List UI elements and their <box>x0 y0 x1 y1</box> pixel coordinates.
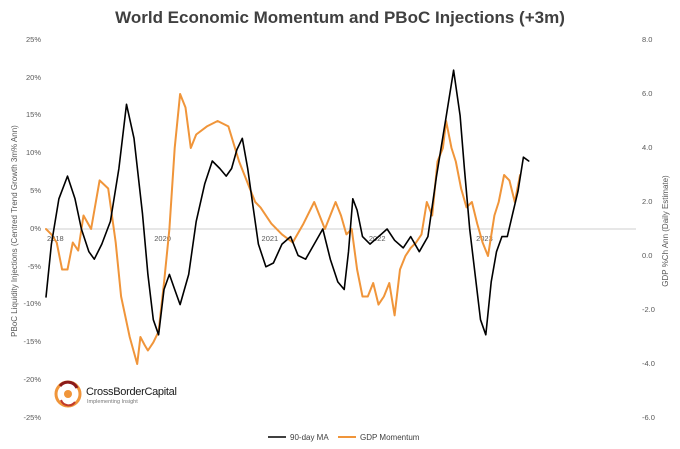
legend-label-gdp-momentum: GDP Momentum <box>360 433 420 442</box>
right-tick: 4.0 <box>642 143 652 152</box>
right-tick: 8.0 <box>642 35 652 44</box>
left-tick: -10% <box>23 299 41 308</box>
left-tick: -15% <box>23 337 41 346</box>
left-tick: 25% <box>26 35 41 44</box>
left-tick: 20% <box>26 73 41 82</box>
right-axis-title: GDP %Ch Ann (Daily Estimate) <box>661 175 670 287</box>
right-axis-ticks: 8.0 6.0 4.0 2.0 0.0 -2.0 -4.0 -6.0 <box>642 35 655 422</box>
brand-logo: CrossBorderCapital Implementing Insight <box>54 380 177 408</box>
series-line-gdp-momentum <box>45 93 522 365</box>
left-tick: 0% <box>30 224 41 233</box>
series-layer <box>45 69 530 365</box>
left-axis-ticks: 25% 20% 15% 10% 5% 0% -5% -10% -15% -20%… <box>23 35 41 422</box>
x-tick-label: 2018 <box>47 234 64 243</box>
brand-name: CrossBorderCapital <box>86 386 177 398</box>
right-tick: 6.0 <box>642 89 652 98</box>
left-tick: -25% <box>23 413 41 422</box>
series-line-90-day-ma <box>45 69 530 336</box>
left-tick: 10% <box>26 148 41 157</box>
left-axis-title: PBoC Liquidity Injections (Centred Trend… <box>10 125 19 337</box>
right-tick: -4.0 <box>642 359 655 368</box>
brand-tagline: Implementing Insight <box>87 399 138 405</box>
left-tick: 15% <box>26 110 41 119</box>
left-tick: -5% <box>28 262 42 271</box>
left-tick: -20% <box>23 375 41 384</box>
left-tick: 5% <box>30 186 41 195</box>
chart-title: World Economic Momentum and PBoC Injecti… <box>115 8 565 27</box>
x-tick-label: 2020 <box>154 234 171 243</box>
right-tick: -6.0 <box>642 413 655 422</box>
legend: 90-day MA GDP Momentum <box>268 433 420 442</box>
x-tick-label: 2021 <box>262 234 279 243</box>
right-tick: 2.0 <box>642 197 652 206</box>
legend-label-90-day-ma: 90-day MA <box>290 433 329 442</box>
logo-mark-icon <box>54 380 82 408</box>
right-tick: -2.0 <box>642 305 655 314</box>
x-tick-label: 2023 <box>476 234 493 243</box>
right-tick: 0.0 <box>642 251 652 260</box>
